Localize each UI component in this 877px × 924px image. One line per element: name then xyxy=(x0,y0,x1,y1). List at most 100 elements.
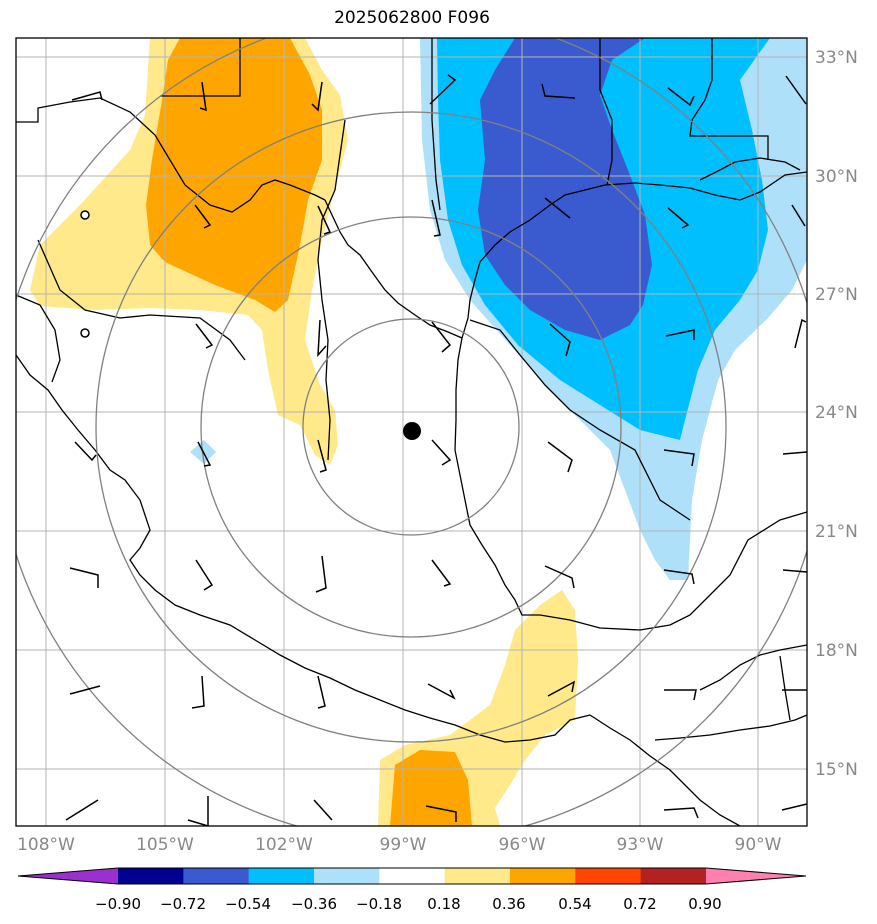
wind-barb xyxy=(663,807,699,819)
wind-barb xyxy=(197,441,212,467)
range-ring-3 xyxy=(95,111,727,743)
wind-barb xyxy=(549,323,571,357)
colorbar-extend-low xyxy=(18,868,118,884)
colorbar-segment xyxy=(575,868,642,884)
wind-barb xyxy=(69,567,99,588)
baja-peninsula xyxy=(16,294,61,383)
map-area xyxy=(16,38,807,826)
louisiana-coast xyxy=(699,157,801,181)
east-border-mx xyxy=(469,319,691,521)
calm-wind-marker xyxy=(80,210,90,220)
wind-barb xyxy=(65,799,99,821)
colorbar-label: 0.54 xyxy=(558,895,591,913)
lon-label-108w: 108°W xyxy=(17,835,75,855)
wind-barb xyxy=(425,805,457,822)
wind-barb xyxy=(663,569,695,585)
colorbar-segment xyxy=(379,868,446,884)
colorbar-label: 0.72 xyxy=(623,895,656,913)
colorbar-label: −0.72 xyxy=(160,895,206,913)
orange-contour-north xyxy=(146,38,322,312)
colorbar-segment xyxy=(640,868,707,884)
texas-coast xyxy=(461,171,807,339)
state-border-ok xyxy=(160,38,241,97)
lat-label-33n: 33°N xyxy=(815,48,858,68)
wind-barb xyxy=(791,204,806,227)
lat-label-18n: 18°N xyxy=(815,641,858,661)
lon-label-96w: 96°W xyxy=(499,835,546,855)
wind-barb xyxy=(69,685,101,695)
inner-border-mexico xyxy=(317,119,346,461)
wind-barb xyxy=(429,74,457,105)
wind-barb xyxy=(431,199,441,237)
wind-barb xyxy=(195,323,214,349)
wind-barb xyxy=(541,83,576,99)
colorbar-label: −0.18 xyxy=(356,895,402,913)
wind-barb xyxy=(187,796,209,826)
range-rings xyxy=(16,38,807,826)
colorbar-segments xyxy=(18,868,806,884)
wind-barb xyxy=(667,87,695,107)
colorbar-labels: −0.90 −0.72 −0.54 −0.36 −0.18 0.18 0.36 … xyxy=(95,895,722,913)
wind-barb xyxy=(664,689,697,701)
wind-barb xyxy=(194,204,212,229)
wind-barb xyxy=(782,569,807,573)
wind-barb xyxy=(544,565,575,589)
lat-label-24n: 24°N xyxy=(815,403,858,423)
wind-barb xyxy=(74,441,97,462)
wind-barb xyxy=(195,559,214,591)
wind-barb xyxy=(667,207,690,229)
lon-label-90w: 90°W xyxy=(735,835,782,855)
inner-border-east xyxy=(431,38,441,211)
wind-barb xyxy=(317,675,326,709)
calm-wind-marker xyxy=(80,328,90,338)
colorbar: −0.90 −0.72 −0.54 −0.36 −0.18 0.18 0.36 … xyxy=(17,867,807,913)
wind-barb xyxy=(665,329,695,340)
colorbar-segment xyxy=(118,868,184,884)
colorbar-label: −0.54 xyxy=(225,895,271,913)
colorbar-label: −0.36 xyxy=(291,895,337,913)
colorbar-label: 0.36 xyxy=(492,895,525,913)
colorbar-segment xyxy=(248,868,315,884)
map-title: 2025062800 F096 xyxy=(334,8,490,28)
state-border-mid xyxy=(37,239,246,361)
lon-label-93w: 93°W xyxy=(617,835,664,855)
wind-barb xyxy=(191,675,205,709)
wind-barb xyxy=(544,197,571,219)
longitude-axis: 108°W 105°W 102°W 99°W 96°W 93°W 90°W xyxy=(17,835,782,855)
colorbar-label: −0.90 xyxy=(95,895,141,913)
colorbar-label: 0.90 xyxy=(688,895,721,913)
state-border-ar xyxy=(689,38,769,160)
map-frame xyxy=(15,37,808,827)
wind-barb xyxy=(317,439,327,473)
wind-barb xyxy=(663,449,695,467)
wind-barb xyxy=(317,205,332,235)
us-mexico-border xyxy=(16,97,326,213)
colorbar-segment xyxy=(444,868,511,884)
wind-barb xyxy=(431,439,452,466)
wind-barb xyxy=(781,803,807,811)
positive-anomaly-north xyxy=(30,38,348,465)
range-ring-2 xyxy=(200,216,622,638)
wind-barb xyxy=(547,441,573,473)
colorbar-segment xyxy=(509,868,576,884)
colorbar-segment xyxy=(313,868,380,884)
lat-label-15n: 15°N xyxy=(815,760,858,780)
wind-barb xyxy=(313,799,333,821)
wind-barb xyxy=(71,91,103,101)
lat-label-27n: 27°N xyxy=(815,285,858,305)
storm-center-marker xyxy=(403,422,421,440)
guatemala-border xyxy=(654,714,807,741)
lon-label-99w: 99°W xyxy=(380,835,427,855)
colorbar-extend-high xyxy=(705,868,806,884)
colorbar-segment xyxy=(183,868,250,884)
wind-barb xyxy=(317,319,327,358)
state-border-tx-la xyxy=(599,38,613,186)
wind-barb xyxy=(431,321,452,353)
coastlines-and-borders xyxy=(16,38,807,826)
wind-barbs xyxy=(65,74,807,826)
graticule xyxy=(16,38,807,826)
lat-label-30n: 30°N xyxy=(815,167,858,187)
range-ring-1 xyxy=(302,318,520,536)
wind-barb xyxy=(785,75,807,105)
